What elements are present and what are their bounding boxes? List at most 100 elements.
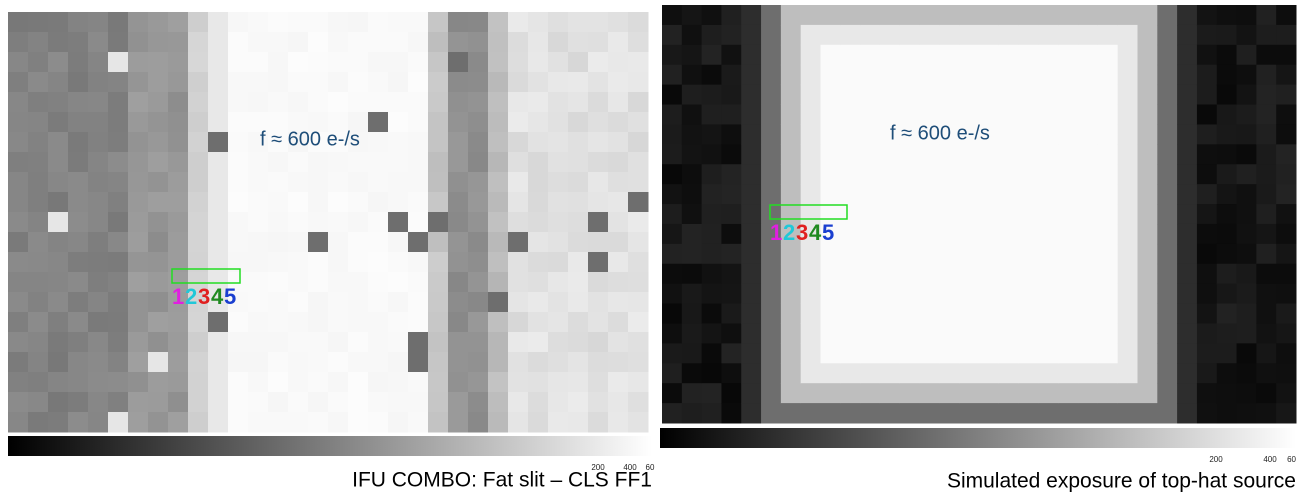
pixel [998, 84, 1020, 106]
pixel [800, 104, 821, 125]
pixel [428, 352, 449, 373]
pixel [308, 152, 329, 173]
pixel [1078, 124, 1099, 145]
pixel [979, 363, 1000, 384]
pixel [368, 52, 389, 73]
pixel [368, 412, 389, 433]
pixel [368, 112, 389, 133]
pixel [1078, 5, 1099, 26]
pixel [780, 64, 802, 86]
pixel [800, 44, 821, 66]
pixel [1058, 383, 1079, 404]
pixel [248, 292, 269, 313]
pixel [148, 312, 169, 333]
pixel [468, 352, 489, 373]
pixel [701, 5, 722, 26]
pixel [681, 104, 703, 125]
pixel [1058, 104, 1079, 125]
pixel [68, 412, 89, 433]
pixel [188, 312, 209, 333]
pixel [428, 72, 449, 93]
pixel [1018, 343, 1039, 364]
pixel [998, 5, 1020, 26]
pixel [448, 352, 469, 373]
pixel [88, 192, 109, 213]
pixel [1018, 164, 1039, 185]
pixel [508, 292, 529, 313]
pixel [548, 272, 569, 293]
pixel [820, 323, 841, 344]
pixel [208, 92, 229, 113]
pixel [368, 172, 389, 193]
pixel [741, 124, 762, 145]
pixel [248, 92, 269, 113]
pixel [919, 223, 940, 245]
pixel [820, 363, 841, 384]
pixel [721, 104, 742, 125]
pixel [662, 263, 683, 285]
pixel [108, 12, 129, 33]
pixel [1216, 383, 1238, 404]
pixel [448, 192, 469, 213]
pixel [48, 312, 69, 333]
pixel [1117, 104, 1138, 125]
pixel [939, 184, 960, 205]
pixel [68, 12, 89, 33]
pixel [761, 363, 782, 384]
pixel [448, 232, 469, 253]
pixel [800, 263, 821, 285]
pixel [528, 172, 549, 193]
pixel [721, 303, 742, 324]
pixel [780, 323, 802, 344]
pixel [488, 112, 509, 133]
pixel [780, 124, 802, 145]
pixel [1058, 363, 1079, 384]
pixel [1236, 64, 1257, 86]
pixel [288, 92, 309, 113]
pixel [1137, 124, 1158, 145]
pixel [308, 92, 329, 113]
pixel [328, 332, 349, 353]
pixel [959, 144, 980, 165]
pixel [168, 392, 189, 413]
pixel [1216, 104, 1238, 125]
pixel [108, 412, 129, 433]
pixel [528, 152, 549, 173]
pixel [288, 252, 309, 273]
pixel [8, 212, 29, 233]
pixel [1157, 343, 1178, 364]
pixel [1177, 403, 1198, 424]
pixel [348, 112, 369, 133]
pixel [998, 283, 1020, 305]
position-label: 4 [211, 284, 224, 309]
pixel [1276, 144, 1297, 165]
pixel [388, 412, 409, 433]
pixel [1038, 403, 1059, 424]
pixel [448, 272, 469, 293]
pixel [108, 352, 129, 373]
pixel [28, 272, 49, 293]
right-image [662, 5, 1297, 424]
pixel [508, 352, 529, 373]
pixel [488, 192, 509, 213]
pixel [608, 112, 629, 133]
pixel [1216, 243, 1238, 265]
pixel [1137, 144, 1158, 165]
pixel [348, 152, 369, 173]
pixel [681, 303, 703, 324]
pixel [468, 392, 489, 413]
pixel [1177, 323, 1198, 344]
pixel [148, 192, 169, 213]
pixel [701, 64, 722, 86]
pixel [348, 412, 369, 433]
pixel [368, 272, 389, 293]
pixel [1236, 223, 1257, 245]
pixel [48, 72, 69, 93]
pixel [979, 243, 1000, 265]
pixel [701, 263, 722, 285]
pixel [508, 112, 529, 133]
pixel [1196, 383, 1218, 404]
pixel [662, 243, 683, 265]
pixel [662, 403, 683, 424]
pixel [188, 132, 209, 153]
